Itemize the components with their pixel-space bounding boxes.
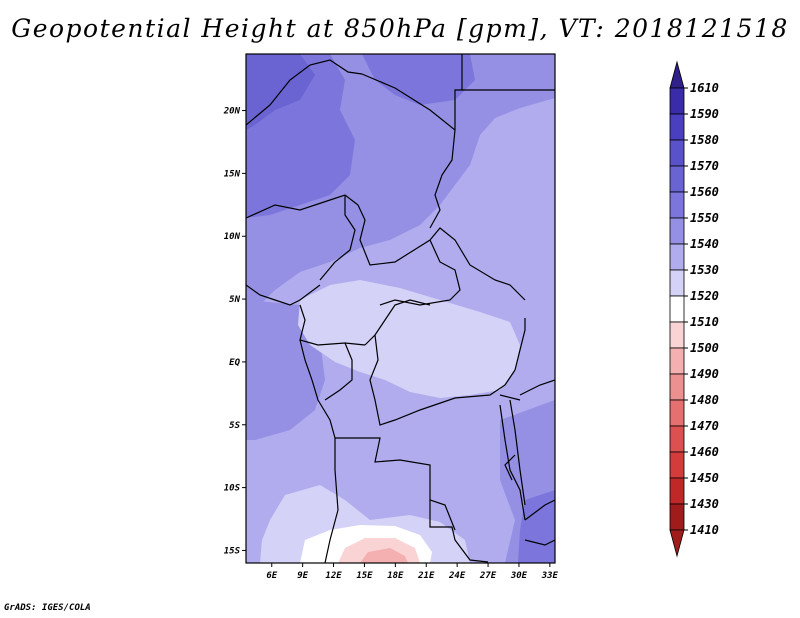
colorbar-label: 1460 xyxy=(690,445,719,459)
field-1490 xyxy=(360,548,408,563)
latitude-axis: 20N 15N 10N 5N EQ 5S 10S 15S xyxy=(223,107,246,556)
colorbar-label: 1560 xyxy=(690,185,719,199)
colorbar-label: 1510 xyxy=(690,315,719,329)
height-field xyxy=(246,54,555,563)
colorbar-label: 1590 xyxy=(690,107,719,121)
lon-tick-label: 12E xyxy=(325,571,342,581)
lat-tick-label: 20N xyxy=(223,107,241,117)
grads-credit: GrADS: IGES/COLA xyxy=(4,603,91,613)
field-1550-ne xyxy=(362,54,475,105)
colorbar-box xyxy=(669,295,685,323)
colorbar-label: 1430 xyxy=(690,497,719,511)
colorbar-label: 1550 xyxy=(690,211,719,225)
colorbar-box xyxy=(669,347,685,375)
colorbar-label: 1410 xyxy=(690,523,719,537)
lat-tick-label: 15S xyxy=(224,546,241,556)
colorbar-box xyxy=(669,269,685,297)
map-frame xyxy=(245,53,556,564)
lat-tick-label: 5N xyxy=(229,295,240,305)
lat-tick-label: 15N xyxy=(224,169,241,179)
colorbar-box xyxy=(669,425,685,453)
colorbar-box xyxy=(669,321,685,349)
colorbar-box xyxy=(669,243,685,271)
colorbar-box xyxy=(669,165,685,193)
lon-tick-label: 15E xyxy=(356,571,373,581)
colorbar-bottom-arrow xyxy=(669,529,685,558)
lon-tick-label: 21E xyxy=(417,571,435,581)
longitude-axis: 6E 9E 12E 15E 18E 21E 24E 27E 30E 33E xyxy=(266,563,559,581)
colorbar-box xyxy=(669,373,685,401)
colorbar-label: 1580 xyxy=(690,133,719,147)
colorbar-label: 1610 xyxy=(690,81,719,95)
lon-tick-label: 18E xyxy=(387,571,404,581)
field-1520-centre xyxy=(298,280,520,398)
lat-tick-label: 10N xyxy=(224,232,241,242)
colorbar-label: 1500 xyxy=(690,341,719,355)
colorbar-box xyxy=(669,451,685,479)
colorbar-box xyxy=(669,503,685,531)
colorbar-top-arrow xyxy=(669,60,685,89)
lat-tick-label: EQ xyxy=(229,358,240,368)
lat-tick-label: 5S xyxy=(229,421,240,431)
colorbar-label: 1470 xyxy=(690,419,719,433)
coastlines-borders xyxy=(246,54,555,563)
colorbar-box xyxy=(669,217,685,245)
colorbar-label: 1530 xyxy=(690,263,719,277)
colorbar-box xyxy=(669,139,685,167)
lon-tick-label: 27E xyxy=(479,571,497,581)
lon-tick-label: 30E xyxy=(510,571,528,581)
colorbar-label: 1520 xyxy=(690,289,719,303)
colorbar-label: 1490 xyxy=(690,367,719,381)
lon-tick-label: 24E xyxy=(448,571,466,581)
colorbar-box xyxy=(669,399,685,427)
colorbar-box xyxy=(669,113,685,141)
colorbar-label: 1450 xyxy=(690,471,719,485)
colorbar-label: 1570 xyxy=(690,159,719,173)
colorbar: 1610 1590 1580 1570 1560 1550 1540 1530 1520 1510… xyxy=(669,60,719,558)
colorbar-label: 1480 xyxy=(690,393,719,407)
colorbar-box xyxy=(669,191,685,219)
plot-title: Geopotential Height at 850hPa [gpm], VT:… xyxy=(11,14,789,43)
colorbar-label: 1540 xyxy=(690,237,719,251)
lon-tick-label: 9E xyxy=(297,571,308,581)
lon-tick-label: 6E xyxy=(266,571,277,581)
colorbar-box xyxy=(669,87,685,115)
lon-tick-label: 33E xyxy=(541,571,559,581)
lat-tick-label: 10S xyxy=(224,484,241,494)
colorbar-box xyxy=(669,477,685,505)
